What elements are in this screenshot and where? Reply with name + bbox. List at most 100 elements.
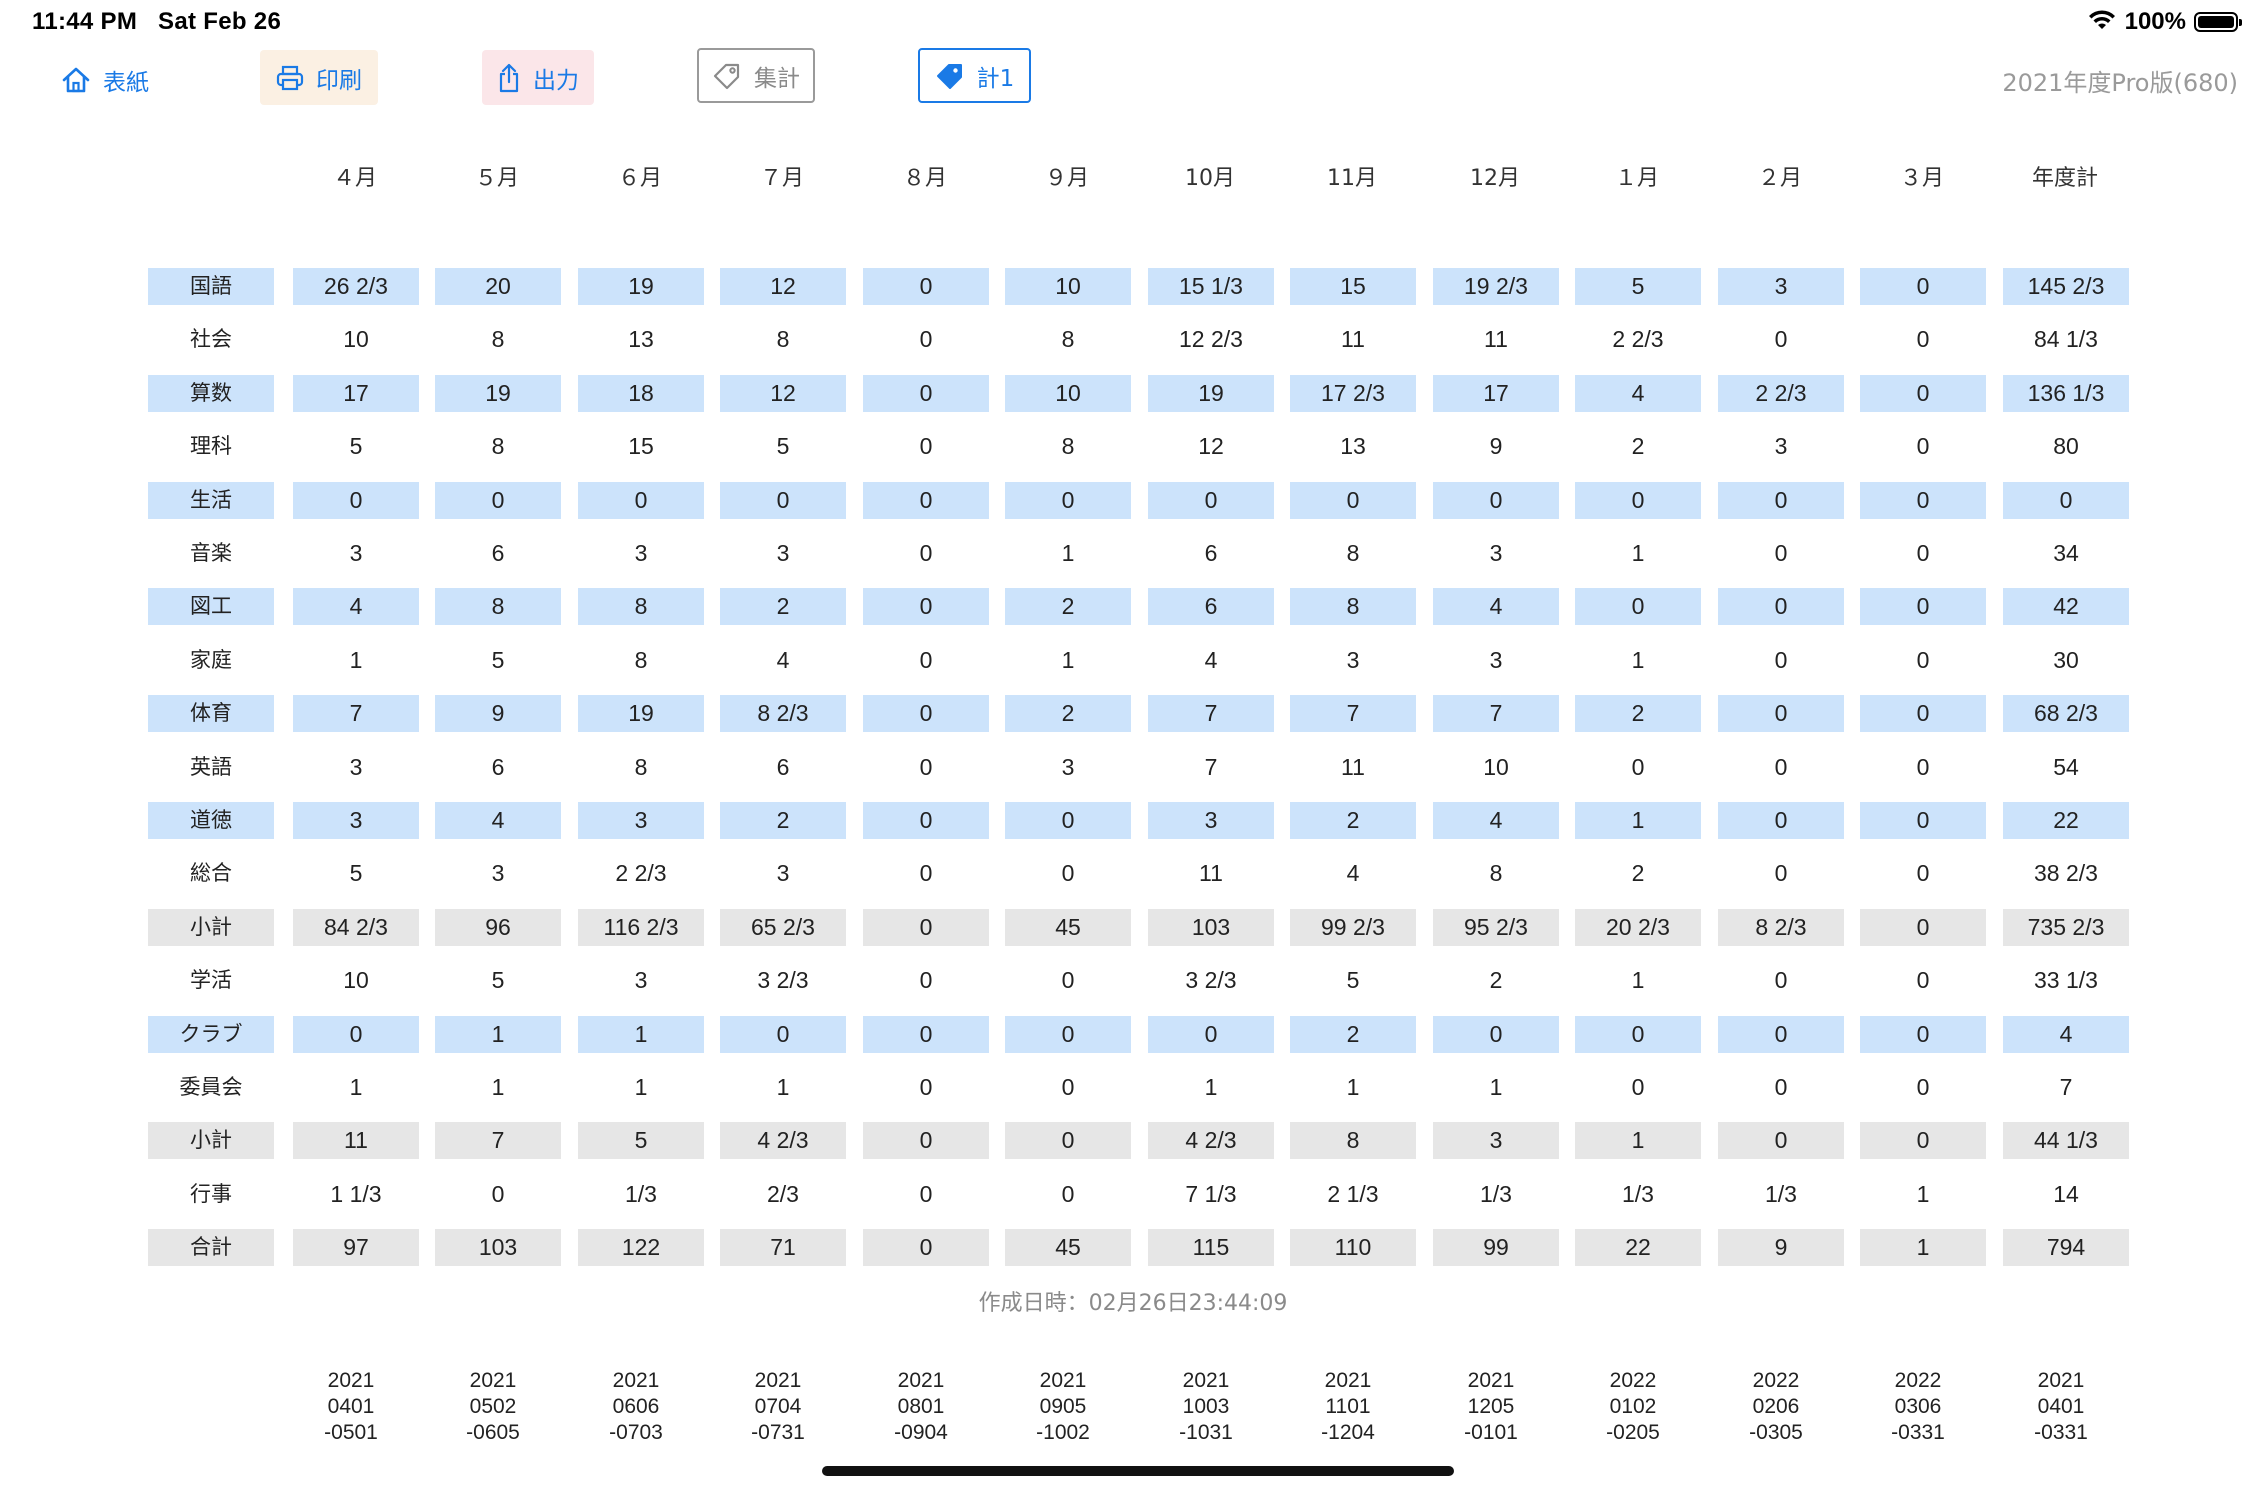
- table-cell[interactable]: 12: [1198, 433, 1224, 459]
- table-cell[interactable]: 0: [1860, 695, 1986, 732]
- table-cell[interactable]: 4: [1433, 588, 1559, 625]
- table-cell[interactable]: 0: [1718, 1016, 1844, 1053]
- table-cell[interactable]: 0: [1005, 802, 1131, 839]
- table-cell[interactable]: 7 1/3: [1185, 1181, 1237, 1207]
- table-cell[interactable]: 8: [1290, 588, 1416, 625]
- table-cell[interactable]: 5: [578, 1122, 704, 1159]
- table-cell[interactable]: 0: [1718, 482, 1844, 519]
- table-cell[interactable]: 5: [349, 860, 363, 886]
- table-cell[interactable]: 116 2/3: [578, 909, 704, 946]
- table-cell[interactable]: 0: [919, 967, 933, 993]
- table-cell[interactable]: 0: [1575, 1016, 1701, 1053]
- table-cell[interactable]: 19: [578, 268, 704, 305]
- table-cell[interactable]: 45: [1005, 1229, 1131, 1266]
- table-cell[interactable]: 1/3: [625, 1181, 657, 1207]
- row-label[interactable]: 道徳: [148, 802, 274, 839]
- table-cell[interactable]: 0: [863, 909, 989, 946]
- table-cell[interactable]: 136 1/3: [2003, 375, 2129, 412]
- table-cell[interactable]: 7: [293, 695, 419, 732]
- month-header-cell[interactable]: ２月: [1757, 166, 1802, 191]
- table-cell[interactable]: 95 2/3: [1433, 909, 1559, 946]
- table-cell[interactable]: 3: [1718, 268, 1844, 305]
- table-cell[interactable]: 8: [1290, 1122, 1416, 1159]
- table-cell[interactable]: 0: [863, 482, 989, 519]
- table-cell[interactable]: 4: [2003, 1016, 2129, 1053]
- table-cell[interactable]: 1: [776, 1074, 790, 1100]
- table-cell[interactable]: 735 2/3: [2003, 909, 2129, 946]
- table-cell[interactable]: 0: [1005, 1016, 1131, 1053]
- table-cell[interactable]: 0: [1860, 588, 1986, 625]
- table-cell[interactable]: 0: [1774, 540, 1788, 566]
- table-cell[interactable]: 0: [863, 588, 989, 625]
- table-cell[interactable]: 0: [1774, 1074, 1788, 1100]
- table-cell[interactable]: 0: [919, 1181, 933, 1207]
- table-cell[interactable]: 71: [720, 1229, 846, 1266]
- table-cell[interactable]: 2: [720, 802, 846, 839]
- table-cell[interactable]: 14: [2053, 1181, 2079, 1207]
- row-label[interactable]: 国語: [148, 268, 274, 305]
- table-cell[interactable]: 0: [435, 482, 561, 519]
- table-cell[interactable]: 0: [1433, 482, 1559, 519]
- table-cell[interactable]: 19 2/3: [1433, 268, 1559, 305]
- table-cell[interactable]: 6: [491, 540, 505, 566]
- month-header-cell[interactable]: ５月: [474, 166, 519, 191]
- table-cell[interactable]: 8: [578, 588, 704, 625]
- table-cell[interactable]: 0: [863, 1122, 989, 1159]
- table-cell[interactable]: 110: [1290, 1229, 1416, 1266]
- table-cell[interactable]: 0: [863, 695, 989, 732]
- row-label[interactable]: 音楽: [190, 541, 232, 565]
- table-cell[interactable]: 0: [919, 540, 933, 566]
- table-cell[interactable]: 0: [720, 1016, 846, 1053]
- table-cell[interactable]: 0: [1916, 860, 1930, 886]
- month-header-cell[interactable]: 12月: [1470, 166, 1520, 191]
- table-cell[interactable]: 6: [776, 754, 790, 780]
- table-cell[interactable]: 0: [1860, 802, 1986, 839]
- table-cell[interactable]: 2: [1489, 967, 1503, 993]
- table-cell[interactable]: 8: [1061, 433, 1075, 459]
- table-cell[interactable]: 19: [578, 695, 704, 732]
- table-cell[interactable]: 1: [349, 1074, 363, 1100]
- table-cell[interactable]: 5: [491, 647, 505, 673]
- table-cell[interactable]: 3: [293, 802, 419, 839]
- table-cell[interactable]: 3 2/3: [1185, 967, 1237, 993]
- month-header-cell[interactable]: ８月: [902, 166, 947, 191]
- table-cell[interactable]: 2: [1005, 695, 1131, 732]
- row-label[interactable]: 体育: [148, 695, 274, 732]
- table-cell[interactable]: 0: [293, 482, 419, 519]
- table-cell[interactable]: 26 2/3: [293, 268, 419, 305]
- table-cell[interactable]: 3 2/3: [757, 967, 809, 993]
- table-cell[interactable]: 13: [1340, 433, 1366, 459]
- table-cell[interactable]: 4: [293, 588, 419, 625]
- table-cell[interactable]: 8 2/3: [720, 695, 846, 732]
- table-cell[interactable]: 3: [1774, 433, 1788, 459]
- table-cell[interactable]: 11: [1484, 326, 1508, 352]
- table-cell[interactable]: 8: [1489, 860, 1503, 886]
- table-cell[interactable]: 103: [1148, 909, 1274, 946]
- table-cell[interactable]: 0: [1005, 482, 1131, 519]
- table-cell[interactable]: 2: [1631, 433, 1645, 459]
- table-cell[interactable]: 0: [863, 802, 989, 839]
- table-cell[interactable]: 1: [1575, 802, 1701, 839]
- row-label[interactable]: 社会: [190, 327, 232, 351]
- row-label[interactable]: 図工: [148, 588, 274, 625]
- table-cell[interactable]: 7: [1433, 695, 1559, 732]
- table-cell[interactable]: 0: [1860, 909, 1986, 946]
- table-cell[interactable]: 0: [1005, 1122, 1131, 1159]
- table-cell[interactable]: 0: [1631, 754, 1645, 780]
- month-header-cell[interactable]: ４月: [332, 166, 377, 191]
- table-cell[interactable]: 1: [1061, 647, 1075, 673]
- table-cell[interactable]: 4: [1204, 647, 1218, 673]
- table-cell[interactable]: 1/3: [1480, 1181, 1512, 1207]
- table-cell[interactable]: 0: [1433, 1016, 1559, 1053]
- table-cell[interactable]: 17 2/3: [1290, 375, 1416, 412]
- row-label[interactable]: 生活: [148, 482, 274, 519]
- table-cell[interactable]: 0: [293, 1016, 419, 1053]
- table-cell[interactable]: 65 2/3: [720, 909, 846, 946]
- table-cell[interactable]: 0: [1916, 1074, 1930, 1100]
- table-cell[interactable]: 8: [491, 326, 505, 352]
- table-cell[interactable]: 145 2/3: [2003, 268, 2129, 305]
- table-cell[interactable]: 2: [1631, 860, 1645, 886]
- table-cell[interactable]: 0: [919, 754, 933, 780]
- table-cell[interactable]: 3: [776, 860, 790, 886]
- table-cell[interactable]: 38 2/3: [2034, 860, 2098, 886]
